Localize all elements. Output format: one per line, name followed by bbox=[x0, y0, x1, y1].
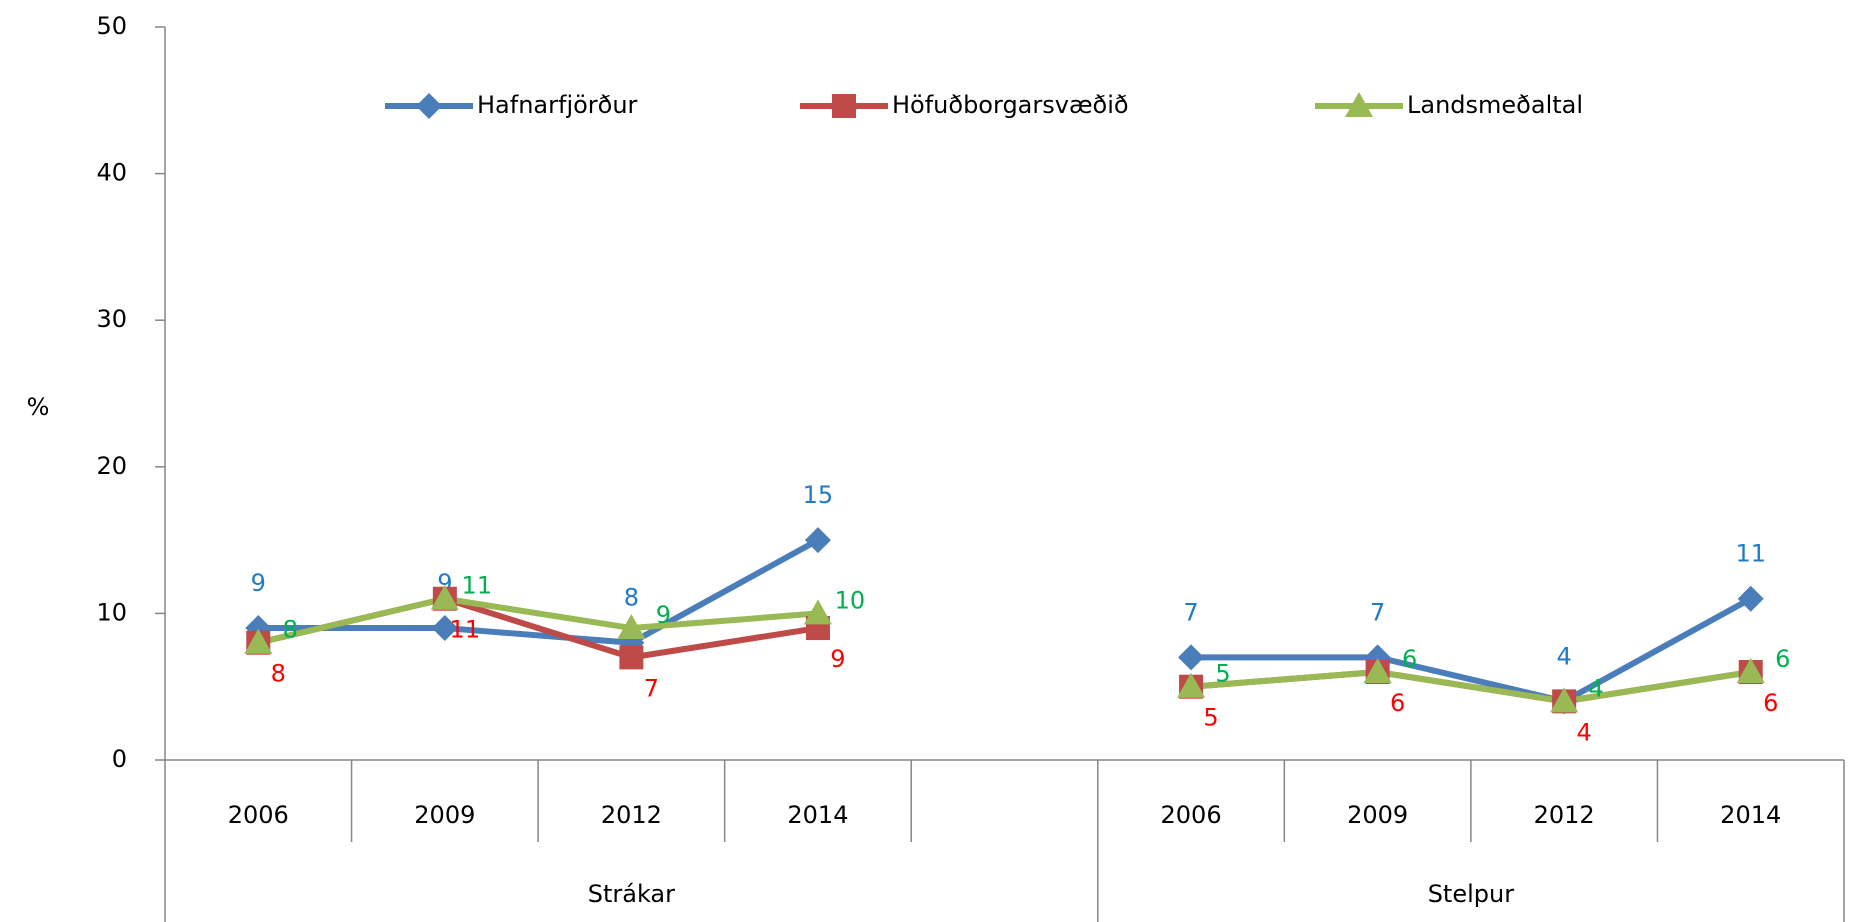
data-label: 6 bbox=[1775, 645, 1790, 673]
x-tick-label: 2009 bbox=[1347, 801, 1408, 829]
data-label: 11 bbox=[462, 572, 493, 600]
data-label: 11 bbox=[1735, 540, 1766, 568]
group-label: Stelpur bbox=[1428, 880, 1515, 908]
legend-marker bbox=[832, 94, 856, 118]
marker bbox=[1178, 644, 1205, 671]
data-label: 4 bbox=[1577, 718, 1592, 746]
x-tick-label: 2014 bbox=[1720, 801, 1781, 829]
data-label: 8 bbox=[624, 584, 639, 612]
y-axis-label: % bbox=[27, 393, 50, 421]
marker bbox=[617, 614, 646, 640]
y-tick-label: 20 bbox=[96, 452, 127, 480]
data-label: 15 bbox=[803, 481, 834, 509]
x-tick-label: 2014 bbox=[787, 801, 848, 829]
data-label: 7 bbox=[1370, 598, 1385, 626]
data-label: 7 bbox=[1183, 598, 1198, 626]
legend-label: Hafnarfjörður bbox=[477, 91, 638, 119]
y-tick-label: 50 bbox=[96, 12, 127, 40]
marker bbox=[430, 584, 459, 610]
y-tick-label: 40 bbox=[96, 159, 127, 187]
data-label: 9 bbox=[830, 645, 845, 673]
legend-label: Landsmeðaltal bbox=[1407, 91, 1583, 119]
data-label: 11 bbox=[450, 616, 481, 644]
marker bbox=[1550, 687, 1579, 713]
legend-label: Höfuðborgarsvæðið bbox=[892, 91, 1129, 119]
data-label: 6 bbox=[1763, 689, 1778, 717]
x-tick-label: 2006 bbox=[1161, 801, 1222, 829]
y-tick-label: 10 bbox=[96, 598, 127, 626]
data-label: 4 bbox=[1589, 674, 1604, 702]
marker bbox=[244, 628, 273, 654]
marker bbox=[1177, 672, 1206, 698]
data-label: 5 bbox=[1215, 660, 1230, 688]
marker bbox=[431, 615, 458, 642]
x-tick-label: 2006 bbox=[228, 801, 289, 829]
y-tick-label: 0 bbox=[112, 745, 127, 773]
marker bbox=[804, 527, 831, 554]
marker bbox=[1736, 658, 1765, 684]
data-label: 8 bbox=[283, 616, 298, 644]
marker bbox=[1737, 585, 1764, 612]
x-tick-label: 2012 bbox=[1534, 801, 1595, 829]
series-line bbox=[258, 537, 1753, 705]
data-label: 5 bbox=[1203, 704, 1218, 732]
series-line bbox=[257, 595, 1752, 705]
legend-marker bbox=[416, 93, 442, 119]
y-tick-label: 30 bbox=[96, 305, 127, 333]
x-tick-label: 2012 bbox=[601, 801, 662, 829]
data-label: 6 bbox=[1390, 689, 1405, 717]
data-label: 4 bbox=[1557, 642, 1572, 670]
marker bbox=[803, 599, 832, 625]
x-tick-label: 2009 bbox=[414, 801, 475, 829]
group-label: Strákar bbox=[588, 880, 675, 908]
series-line bbox=[257, 595, 1752, 705]
data-label: 8 bbox=[271, 660, 286, 688]
data-label: 7 bbox=[644, 674, 659, 702]
marker bbox=[619, 645, 644, 670]
data-label: 9 bbox=[656, 601, 671, 629]
data-label: 6 bbox=[1402, 645, 1417, 673]
data-label: 9 bbox=[251, 569, 266, 597]
data-label: 10 bbox=[835, 586, 866, 614]
legend-marker bbox=[1345, 92, 1373, 117]
marker bbox=[1363, 658, 1392, 684]
